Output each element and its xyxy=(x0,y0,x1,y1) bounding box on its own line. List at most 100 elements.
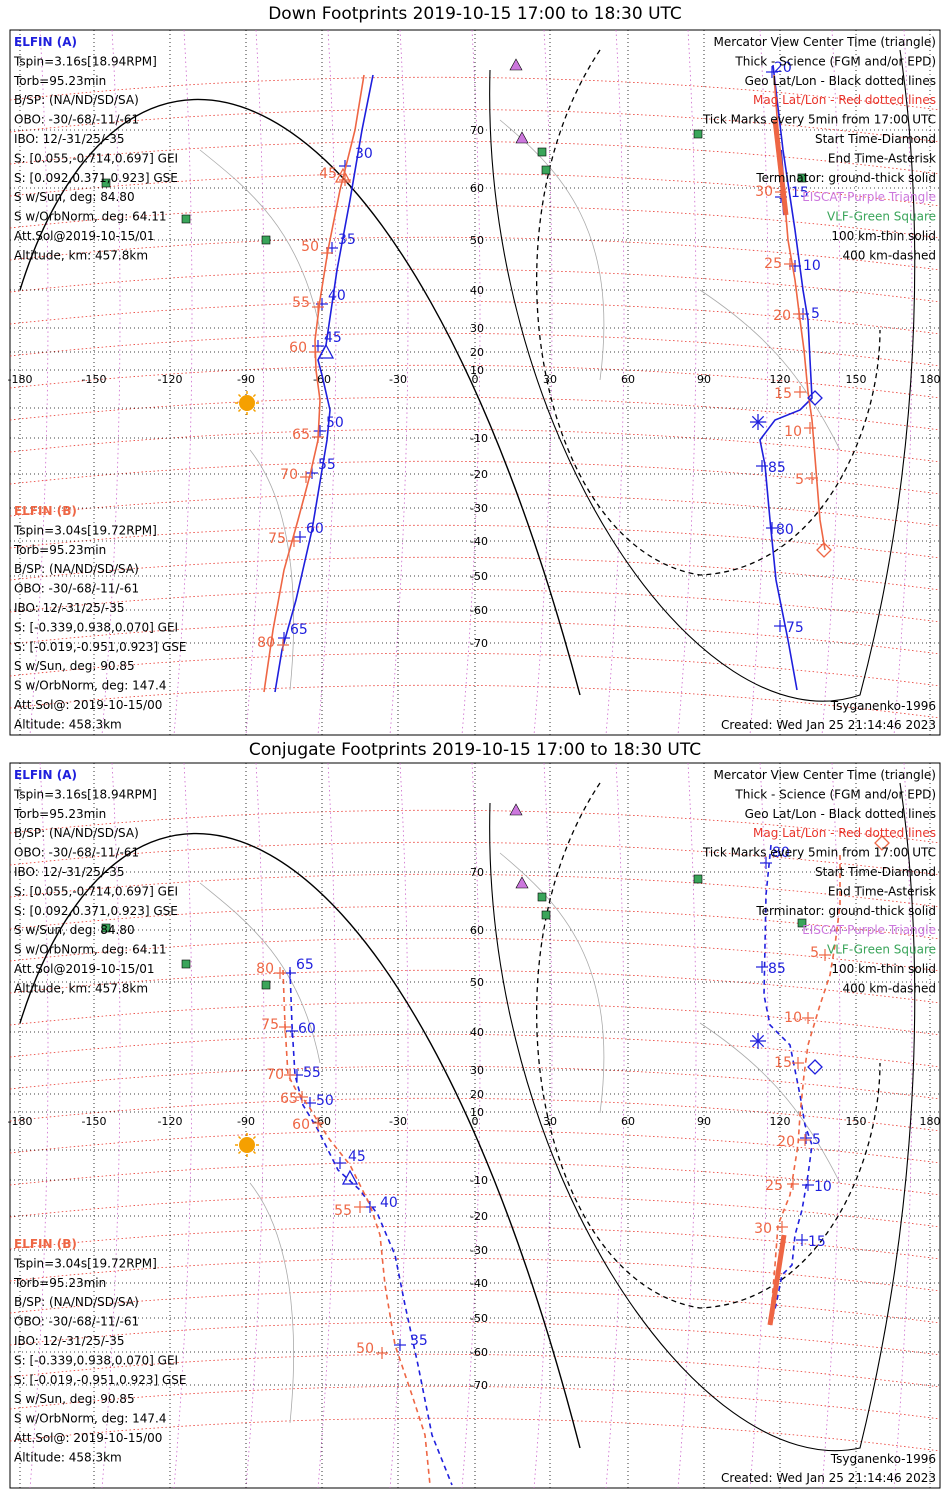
vlf-square-icon xyxy=(797,173,807,183)
lat-tick-label: 20 xyxy=(470,1088,484,1101)
sun-ray xyxy=(237,408,242,413)
geo-lon-line xyxy=(677,29,697,736)
tick-minute-label: 80 xyxy=(776,522,794,538)
legend-line: Thick - Science (FGM and/or EPD) xyxy=(734,54,936,68)
tick-minute-label: 65 xyxy=(280,1091,298,1107)
elfin-a-track xyxy=(759,64,813,691)
coastline-path xyxy=(249,449,294,691)
mag-grid xyxy=(9,76,941,719)
vlf-square-icon xyxy=(101,923,111,933)
coastline-path xyxy=(499,852,605,1114)
sun-ray xyxy=(237,393,242,398)
mag-lat-line xyxy=(9,172,941,207)
legend-line: 400 km-dashed xyxy=(842,981,936,995)
lat-tick-label: 60 xyxy=(470,924,484,937)
tick-minute-label: 70 xyxy=(266,1067,284,1083)
elfin-a-info-line: B/SP: (NA/ND/SD/SA) xyxy=(14,93,139,107)
tick-minute-label: 30 xyxy=(355,146,373,162)
mag-lat-line xyxy=(9,268,941,303)
lon-tick-label: 30 xyxy=(543,373,557,386)
sun-ray xyxy=(252,1135,257,1140)
tick-minute-label: 10 xyxy=(784,1010,802,1026)
tick-minute-label: 5 xyxy=(810,945,819,961)
tick-minute-label: 50 xyxy=(326,415,344,431)
geo-lon-line xyxy=(101,29,121,736)
elfin-b-info-line: IBO: 12/-31/25/-35 xyxy=(14,1334,125,1348)
lat-tick-label: 30 xyxy=(470,322,484,335)
lat-tick-label: -70 xyxy=(470,1379,488,1392)
mag-lat-line xyxy=(9,1385,941,1420)
tick-minute-label: 85 xyxy=(768,460,786,476)
mag-lat-line xyxy=(9,1193,941,1228)
mag-lat-line xyxy=(9,937,941,972)
geo-lon-line xyxy=(173,29,193,736)
geo-lon-line xyxy=(29,762,49,1489)
science-segment xyxy=(772,119,789,216)
eiscat-triangle-icon xyxy=(515,876,529,889)
mag-lat-line xyxy=(9,841,941,876)
tick-minute-label: 40 xyxy=(328,288,346,304)
legend-line: VLF-Green Square xyxy=(827,943,936,957)
sun-icon xyxy=(235,391,259,415)
elfin-b-info-line: S w/Sun, deg: 90.85 xyxy=(14,1392,135,1406)
mag-lat-line xyxy=(9,684,941,719)
tick-minute-label: 60 xyxy=(298,1021,316,1037)
mag-lat-line xyxy=(9,969,941,1004)
tick-minute-label: 30 xyxy=(755,184,773,200)
lat-tick-label: -70 xyxy=(470,637,488,650)
mag-lat-line xyxy=(9,428,941,463)
mag-lat-line xyxy=(9,1097,941,1132)
elfin-a-info-line: Torb=95.23min xyxy=(13,807,106,821)
tick-minute-label: 80 xyxy=(256,961,274,977)
down-footprints-panel: Down Footprints 2019-10-15 17:00 to 18:3… xyxy=(0,0,950,745)
lon-tick-label: 0 xyxy=(472,373,479,386)
mag-lat-line xyxy=(9,1033,941,1068)
mag-lat-line xyxy=(9,620,941,655)
lon-tick-label: 60 xyxy=(621,1115,635,1128)
tick-minute-label: 30 xyxy=(754,1221,772,1237)
geo-lon-line xyxy=(317,762,337,1489)
mag-lat-line xyxy=(9,1289,941,1324)
elfin-b-info-line: B/SP: (NA/ND/SD/SA) xyxy=(14,562,139,576)
geo-grid xyxy=(29,762,913,1489)
elfin-a-info-line: S: [0.092,0.371,0.923] GSE xyxy=(14,904,178,918)
tick-minute-label: 80 xyxy=(257,635,275,651)
elfin-a-info-line: S: [0.092,0.371,0.923] GSE xyxy=(14,171,178,185)
tick-minute-label: 65 xyxy=(290,622,308,638)
mag-lat-line xyxy=(9,1129,941,1164)
legend-line: End Time-Asterisk xyxy=(828,151,936,165)
tick-minute-label: 50 xyxy=(316,1093,334,1109)
geo-lon-line xyxy=(821,29,841,736)
legend-line: 400 km-dashed xyxy=(842,248,936,262)
tick-minute-label: 50 xyxy=(301,239,319,255)
geo-lon-line xyxy=(245,29,265,736)
down-footprints-map: -180 -150 -120 -90 -60 -30 0 30 60 90 120 150 180 70 6… xyxy=(8,29,941,736)
eiscat-triangle-icon xyxy=(509,58,523,71)
geo-lon-line xyxy=(533,762,553,1489)
coastline-path xyxy=(699,289,841,451)
view-center-triangle-icon xyxy=(334,167,352,183)
vlf-square-icon xyxy=(693,874,703,884)
lat-tick-label: 70 xyxy=(470,124,484,137)
lon-tick-label: 30 xyxy=(543,1115,557,1128)
coastline xyxy=(199,119,841,691)
geo-lon-line xyxy=(749,29,769,736)
tick-minute-label: 55 xyxy=(334,1203,352,1219)
tick-minute-label: 40 xyxy=(380,1195,398,1211)
coastline-path xyxy=(199,882,321,1064)
mag-lat-line xyxy=(9,396,941,431)
lat-tick-label: 60 xyxy=(470,182,484,195)
start-time-diamond-icon xyxy=(816,542,832,558)
lon-tick-label: -120 xyxy=(158,373,183,386)
mag-lat-line xyxy=(9,1257,941,1292)
elfin-a-info-line: Att.Sol@2019-10-15/01 xyxy=(14,962,155,976)
geo-lon-line xyxy=(317,29,337,736)
elfin-a-info-line: Tspin=3.16s[18.94RPM] xyxy=(13,787,157,801)
asterisk-stroke xyxy=(751,415,765,429)
mag-lat-line xyxy=(9,1001,941,1036)
elfin-b-info-line: OBO: -30/-68/-11/-61 xyxy=(14,1315,139,1329)
vlf-square-icon xyxy=(181,959,191,969)
terminator-ground-west xyxy=(19,832,581,1449)
geo-lon-line xyxy=(245,762,265,1489)
elfin-b-info-line: Att.Sol@: 2019-10-15/00 xyxy=(14,1431,162,1445)
